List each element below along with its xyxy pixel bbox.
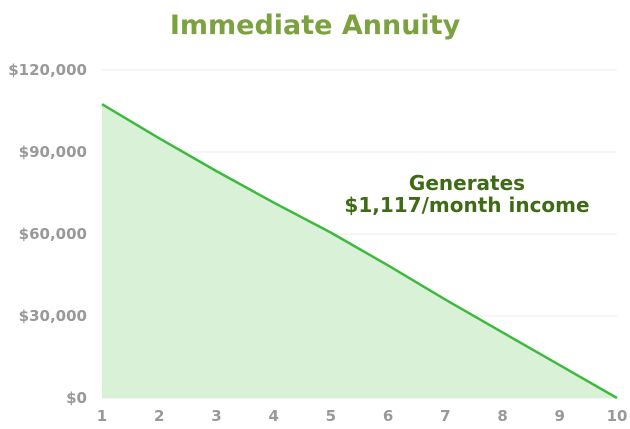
x-tick-label: 9: [555, 407, 565, 425]
y-tick-label: $90,000: [19, 143, 87, 161]
x-tick-label: 5: [326, 407, 336, 425]
x-axis-ticks: 1 2 3 4 5 6 7 8 9 10: [97, 407, 628, 425]
y-tick-label: $60,000: [19, 225, 87, 243]
x-tick-label: 8: [497, 407, 507, 425]
x-tick-label: 3: [211, 407, 221, 425]
area-series: [101, 103, 618, 400]
annotation-line-1: Generates: [409, 171, 525, 195]
y-axis-ticks: $0 $30,000 $60,000 $90,000 $120,000: [8, 61, 87, 407]
x-tick-label: 4: [268, 407, 278, 425]
x-tick-label: 6: [383, 407, 393, 425]
y-tick-label: $30,000: [19, 307, 87, 325]
x-tick-label: 10: [607, 407, 628, 425]
y-tick-label: $0: [66, 389, 87, 407]
x-tick-label: 1: [97, 407, 107, 425]
y-tick-label: $120,000: [8, 61, 87, 79]
x-tick-label: 2: [154, 407, 164, 425]
annotation-line-2: $1,117/month income: [344, 193, 589, 217]
series-line: [101, 103, 618, 400]
x-tick-label: 7: [440, 407, 450, 425]
chart-title: Immediate Annuity: [169, 10, 461, 41]
